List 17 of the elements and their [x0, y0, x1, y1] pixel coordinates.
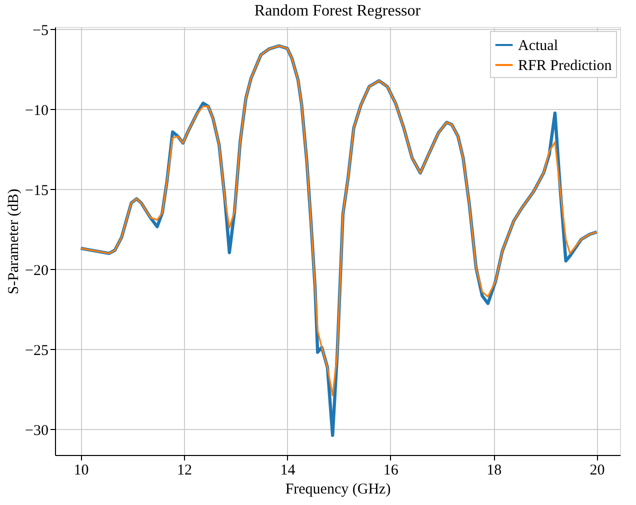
x-tick-label: 16 — [383, 462, 399, 478]
y-tick-label: −15 — [25, 182, 48, 199]
chart-title: Random Forest Regressor — [254, 2, 422, 20]
x-tick-label: 14 — [280, 462, 296, 478]
x-tick-label: 12 — [176, 462, 192, 478]
x-axis-title: Frequency (GHz) — [285, 482, 391, 498]
legend-label: RFR Prediction — [518, 58, 612, 74]
legend-label: Actual — [518, 38, 558, 54]
y-tick-label: −20 — [25, 262, 48, 279]
x-tick-label: 18 — [486, 462, 502, 478]
y-axis-title: S-Parameter (dB) — [6, 188, 22, 294]
y-tick-label: −30 — [25, 422, 48, 439]
y-tick-label: −10 — [25, 102, 48, 119]
y-tick-label: −25 — [25, 342, 48, 359]
x-tick-label: 20 — [590, 462, 605, 478]
y-tick-label: −5 — [32, 22, 48, 39]
x-tick-label: 10 — [74, 462, 89, 478]
